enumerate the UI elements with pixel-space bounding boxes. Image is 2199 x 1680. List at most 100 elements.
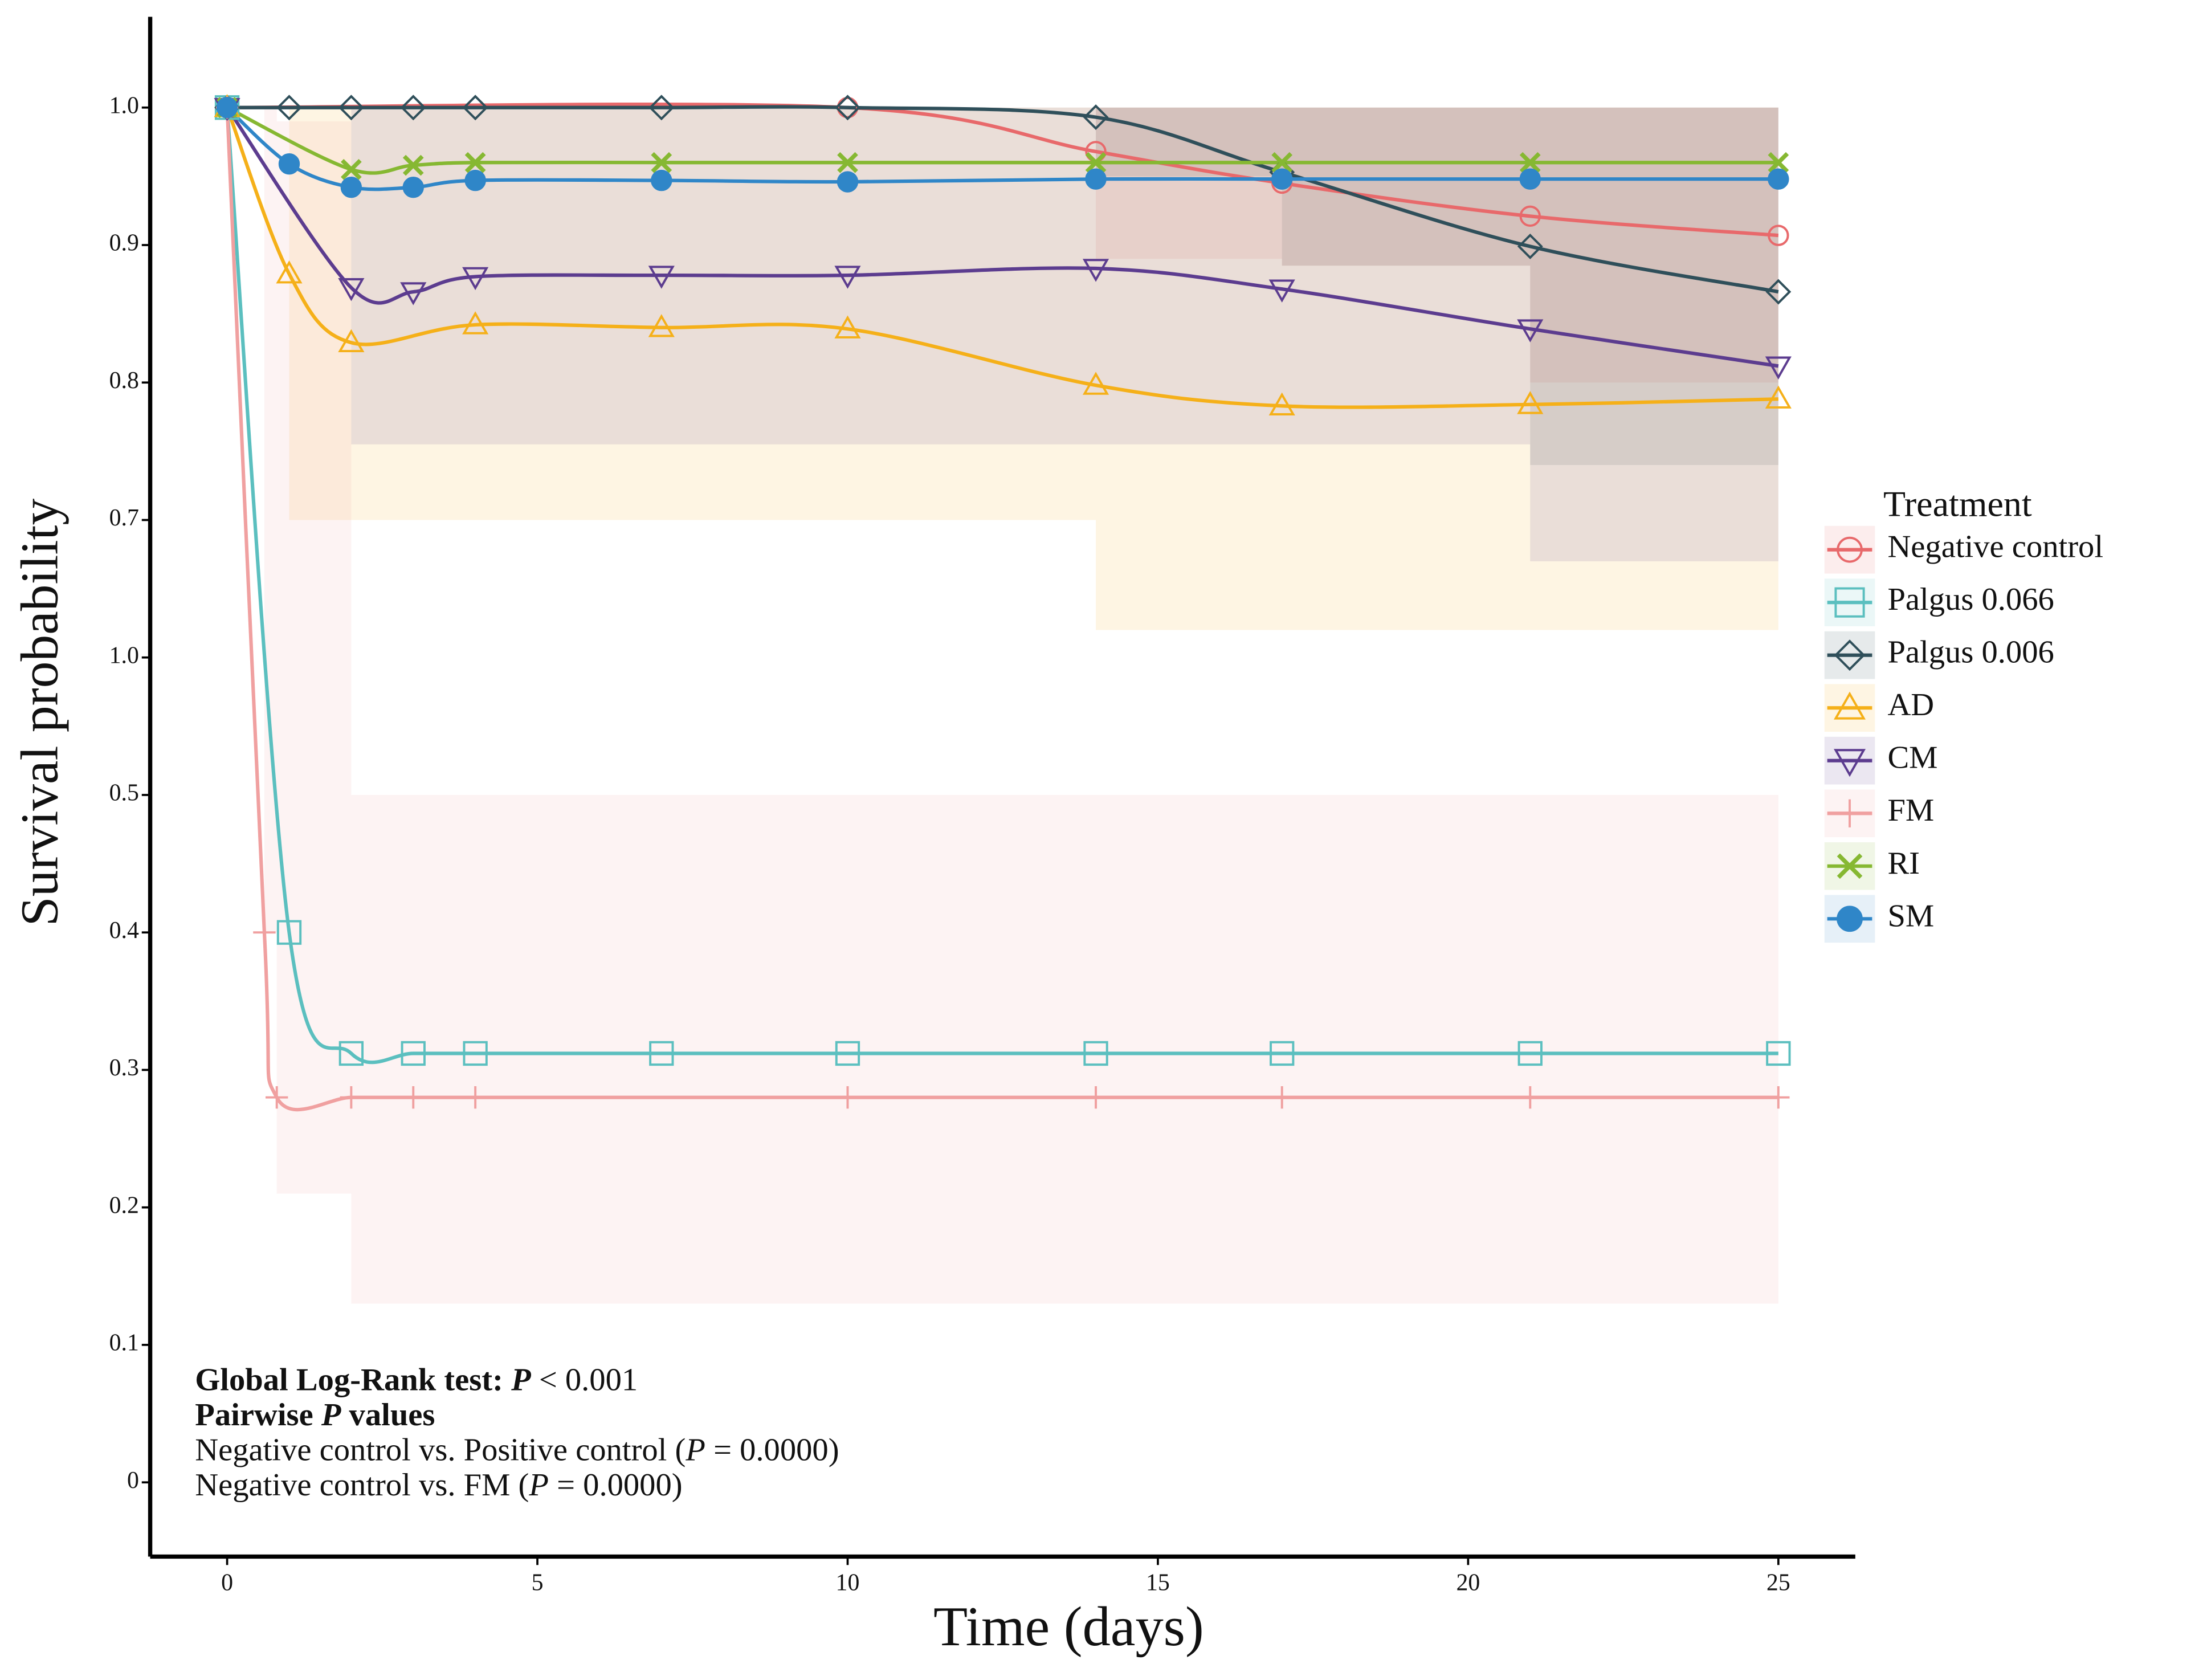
marker — [649, 1041, 674, 1066]
marker — [266, 1086, 288, 1109]
annotation-part: < 0.001 — [531, 1362, 638, 1397]
marker — [402, 1086, 425, 1109]
marker — [837, 152, 858, 173]
y-tick-label: 0.3 — [109, 1055, 139, 1081]
marker — [835, 95, 860, 121]
legend-item: Palgus 0.006 — [1824, 631, 2054, 679]
annotation-part: Pairwise — [195, 1397, 321, 1433]
y-tick-label: 0 — [127, 1467, 139, 1494]
y-tick-label: 0.9 — [109, 230, 139, 256]
annotation-part: P — [685, 1432, 705, 1467]
marker — [1268, 392, 1295, 415]
marker — [276, 95, 302, 121]
marker — [1517, 233, 1543, 259]
annotation-part: = 0.0000) — [549, 1467, 683, 1503]
marker — [401, 1041, 426, 1066]
y-tick-label: 1.0 — [109, 92, 139, 119]
legend-label: Palgus 0.066 — [1887, 582, 2054, 617]
marker — [464, 152, 486, 173]
survival-curve — [227, 105, 1779, 294]
confidence-band — [227, 107, 1778, 568]
survival-curve — [226, 105, 1778, 175]
marker — [402, 176, 424, 198]
marker — [340, 176, 362, 198]
marker — [338, 1041, 364, 1066]
y-tick-label: 0.4 — [109, 918, 139, 944]
x-tick-label: 20 — [1456, 1569, 1480, 1596]
legend-item: CM — [1824, 736, 1937, 785]
marker — [1768, 152, 1789, 173]
marker — [278, 153, 300, 175]
marker — [1834, 691, 1866, 720]
marker — [1519, 168, 1541, 190]
marker — [1271, 152, 1293, 173]
confidence-band — [227, 107, 1778, 1304]
marker — [1768, 225, 1789, 246]
legend-title: Treatment — [1883, 483, 2032, 524]
legend-label: AD — [1887, 687, 1934, 723]
marker — [341, 158, 362, 180]
marker — [1270, 1041, 1295, 1066]
marker — [1767, 1086, 1790, 1109]
legend-label: SM — [1887, 898, 1934, 933]
marker — [648, 314, 675, 337]
y-tick-label: 0.5 — [109, 780, 139, 806]
annotation-part: Negative control vs. FM ( — [195, 1467, 529, 1503]
marker — [1837, 536, 1863, 563]
survival-curve — [225, 107, 1778, 409]
survival-curve — [226, 106, 1778, 191]
marker — [253, 921, 276, 944]
survival-curve — [225, 107, 1778, 1065]
marker — [1519, 152, 1541, 173]
marker — [464, 169, 486, 191]
legend-label: FM — [1887, 793, 1934, 828]
marker — [1085, 168, 1107, 190]
marker — [400, 282, 427, 305]
annotation-part: P — [511, 1362, 531, 1397]
marker — [1084, 1086, 1107, 1109]
annotation-part: Global Log-Rank test: — [195, 1362, 511, 1397]
marker — [1517, 319, 1544, 342]
survival-curve — [226, 107, 1779, 368]
marker — [462, 311, 489, 335]
marker — [1765, 279, 1792, 305]
marker — [1083, 1041, 1108, 1066]
marker — [1519, 1086, 1541, 1109]
marker — [1765, 356, 1792, 380]
marker — [338, 278, 365, 301]
marker — [276, 260, 303, 284]
legend-item: Palgus 0.066 — [1824, 578, 2054, 626]
marker — [338, 95, 364, 121]
marker — [338, 329, 365, 353]
marker — [464, 1086, 487, 1109]
legend-label: RI — [1887, 846, 1920, 881]
confidence-band — [227, 107, 1778, 465]
marker — [836, 1086, 859, 1109]
marker — [835, 1041, 860, 1066]
legend-label: CM — [1887, 740, 1937, 776]
marker — [837, 171, 859, 193]
x-axis-label: Time (days) — [933, 1596, 1204, 1658]
survival-curve — [225, 107, 1778, 1112]
x-tick-label: 5 — [532, 1569, 544, 1596]
legend-label: Palgus 0.006 — [1887, 635, 2054, 670]
marker — [1082, 259, 1109, 282]
x-tick-label: 10 — [836, 1569, 860, 1596]
legend-item: FM — [1824, 789, 1934, 838]
annotation: Pairwise P values — [195, 1397, 435, 1433]
marker — [834, 315, 861, 339]
marker — [651, 152, 672, 173]
marker — [276, 920, 302, 945]
annotation-part: = 0.0000) — [705, 1432, 839, 1467]
marker — [463, 1041, 488, 1066]
annotation: Negative control vs. Positive control (P… — [195, 1432, 839, 1467]
marker — [648, 266, 675, 289]
annotation: Global Log-Rank test: P < 0.001 — [195, 1362, 638, 1397]
marker — [216, 97, 238, 119]
marker — [1768, 168, 1789, 190]
y-tick-label: 0.1 — [109, 1330, 139, 1356]
marker — [1837, 906, 1863, 932]
marker — [1083, 104, 1109, 131]
marker — [1082, 372, 1109, 395]
marker — [340, 1086, 363, 1109]
